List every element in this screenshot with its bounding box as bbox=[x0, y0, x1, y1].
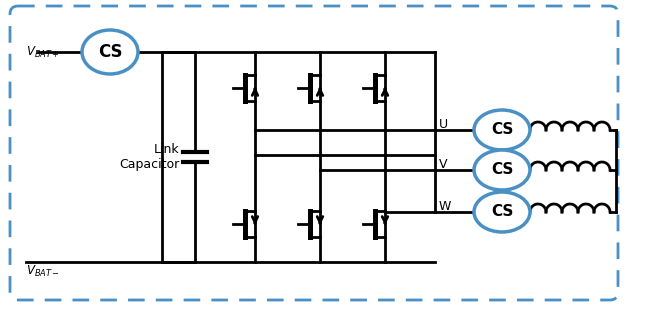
Text: Link
Capacitor: Link Capacitor bbox=[119, 143, 179, 171]
Ellipse shape bbox=[474, 192, 530, 232]
Text: CS: CS bbox=[98, 43, 122, 61]
Text: CS: CS bbox=[491, 123, 514, 137]
Text: CS: CS bbox=[491, 163, 514, 178]
Text: W: W bbox=[439, 201, 451, 213]
Text: V: V bbox=[439, 159, 447, 171]
Ellipse shape bbox=[82, 30, 138, 74]
Ellipse shape bbox=[474, 150, 530, 190]
Text: $V_{BAT-}$: $V_{BAT-}$ bbox=[26, 264, 60, 279]
Ellipse shape bbox=[474, 110, 530, 150]
Text: U: U bbox=[439, 118, 448, 132]
Text: CS: CS bbox=[491, 205, 514, 220]
Text: $V_{BAT+}$: $V_{BAT+}$ bbox=[26, 44, 60, 59]
